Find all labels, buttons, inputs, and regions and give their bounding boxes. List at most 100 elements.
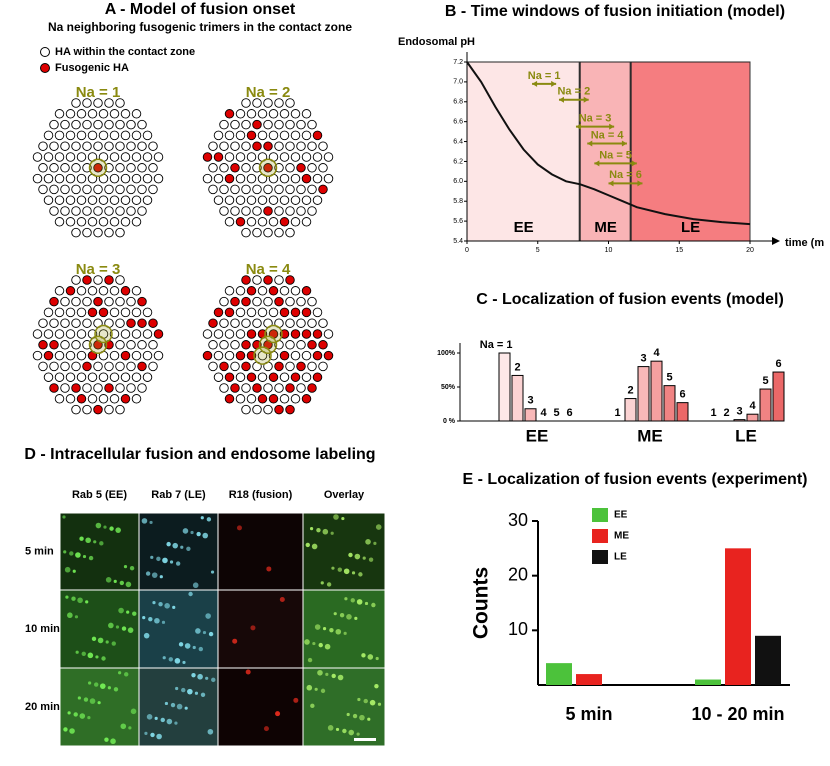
ha-trimer: [274, 119, 284, 130]
ha-trimer: [318, 318, 328, 328]
ha-trimer: [241, 184, 251, 195]
fluorescent-spot: [320, 581, 324, 585]
fluorescent-spot: [317, 669, 323, 676]
fluorescent-spot: [115, 527, 121, 533]
fluorescent-spot: [127, 627, 134, 633]
ha-trimer: [235, 195, 246, 205]
x-tick-label: 10: [605, 247, 613, 254]
fluorescent-spot: [143, 632, 150, 639]
bar: [663, 385, 676, 422]
fluorescent-spot: [170, 702, 176, 708]
highlight-ring: [88, 335, 108, 355]
ha-trimer: [301, 173, 312, 184]
fluorescent-spot: [369, 699, 376, 706]
fluorescent-spot: [150, 732, 155, 738]
highlight-ring: [258, 335, 278, 355]
ha-trimer: [142, 130, 153, 141]
ha-trimer: [208, 340, 218, 350]
highlight-ring: [94, 324, 113, 344]
y-tick-label: 6.0: [453, 178, 463, 185]
fluorescent-spot: [331, 566, 335, 570]
fluorescent-spot: [359, 714, 365, 721]
bar: [755, 635, 781, 685]
ha-trimer: [290, 307, 301, 318]
ha-trimer: [252, 98, 262, 108]
ha-trimer: [246, 130, 257, 141]
ha-trimer: [235, 173, 246, 184]
y-tick-label: 20: [508, 564, 528, 584]
ha-trimer: [268, 372, 279, 382]
ha-trimer: [290, 109, 301, 119]
ha-trimer: [126, 383, 136, 393]
x-tick-label: 0: [465, 247, 469, 254]
ha-trimer: [76, 173, 87, 184]
ha-trimer: [274, 227, 284, 238]
fluorescent-spot: [175, 686, 179, 691]
ha-trimer: [274, 296, 284, 307]
fluorescent-spot: [202, 630, 207, 635]
fluorescent-spot: [164, 701, 169, 706]
fluorescent-spot: [67, 612, 73, 619]
ha-trimer: [263, 227, 273, 238]
ha-trimer: [104, 141, 114, 151]
ha-trimer: [301, 329, 312, 339]
ha-trimer: [104, 119, 114, 130]
ha-trimer: [60, 383, 70, 393]
fluorescent-spot: [160, 717, 165, 723]
ha-trimer: [202, 152, 213, 162]
fluorescent-spot: [124, 672, 129, 677]
bar-label: 3: [640, 353, 646, 365]
ha-trimer: [60, 119, 70, 130]
fluorescent-spot: [304, 639, 310, 645]
ha-trimer: [93, 227, 103, 238]
ha-trimer: [323, 152, 334, 162]
micrograph: [138, 512, 219, 591]
row-label: 20 min: [25, 701, 60, 713]
ha-trimer: [301, 307, 312, 318]
ha-trimer: [224, 195, 235, 205]
ha-trimer: [137, 141, 147, 151]
ha-trimer: [148, 141, 158, 151]
fluorescent-spot: [150, 555, 154, 559]
fluorescent-spot: [200, 692, 206, 698]
ha-trimer: [153, 152, 164, 162]
fluorescent-spot: [333, 514, 339, 520]
ha-trimer: [241, 383, 251, 393]
fluorescent-spot: [205, 676, 209, 680]
ha-trimer: [307, 340, 317, 350]
fluorescent-spot: [109, 526, 114, 531]
ha-trimer: [274, 206, 284, 216]
ha-trimer: [120, 372, 131, 382]
fluorescent-spot: [191, 672, 196, 678]
ha-trimer: [274, 361, 284, 372]
ha-trimer: [60, 296, 70, 307]
ha-trimer: [131, 350, 142, 361]
ha-trimer: [126, 141, 136, 151]
micrograph: [217, 589, 304, 669]
arrow-head: [594, 160, 637, 167]
ha-trimer: [246, 394, 257, 404]
micrograph: [59, 667, 140, 747]
bar-label: 2: [514, 361, 520, 373]
ha-trimer: [263, 404, 273, 415]
ha-trimer: [65, 173, 76, 184]
ha-trimer: [224, 130, 235, 141]
ha-trimer: [98, 195, 109, 205]
region-label: ME: [594, 219, 617, 236]
ha-trimer: [109, 195, 120, 205]
fluorescent-spot: [161, 620, 166, 624]
ha-trimer: [115, 227, 125, 238]
ha-trimer: [208, 141, 218, 151]
ha-trimer: [120, 130, 131, 141]
ha-trimer: [208, 318, 218, 328]
fluorescent-spot: [322, 627, 327, 631]
fluorescent-spot: [62, 515, 66, 519]
ha-trimer: [120, 394, 131, 404]
ha-trimer: [43, 329, 54, 339]
y-tick-label: 6.8: [453, 99, 463, 106]
ha-trimer: [290, 173, 301, 184]
ha-trimer: [296, 361, 306, 372]
fluorescent-spot: [346, 712, 350, 717]
fluorescent-spot: [64, 566, 71, 573]
ha-trimer: [49, 296, 59, 307]
